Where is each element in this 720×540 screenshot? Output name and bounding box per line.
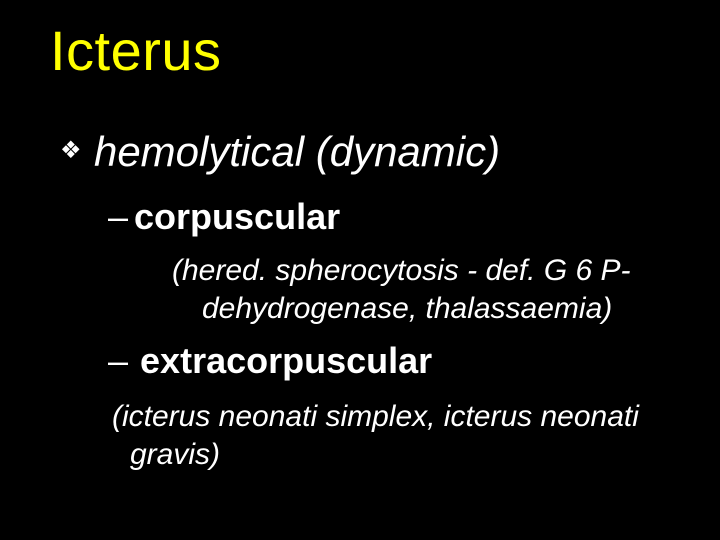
dash-icon: – xyxy=(108,340,128,381)
bullet-level2-corpuscular: –corpuscular xyxy=(108,196,340,238)
paren-a-line1: (hered. spherocytosis - def. G 6 P- xyxy=(172,254,631,287)
slide: Icterus ❖ hemolytical (dynamic) –corpusc… xyxy=(0,0,720,540)
paren-extracorpuscular: (icterus neonati simplex, icterus neonat… xyxy=(112,398,672,473)
level1-text: hemolytical (dynamic) xyxy=(94,128,500,175)
dash-icon: – xyxy=(108,196,128,237)
bullet-level2-extracorpuscular: –extracorpuscular xyxy=(108,340,432,382)
level2a-label: corpuscular xyxy=(134,196,340,237)
paren-b-line1: (icterus neonati simplex, icterus neonat… xyxy=(112,400,639,433)
paren-corpuscular: (hered. spherocytosis - def. G 6 P- dehy… xyxy=(172,252,662,327)
level2b-label: extracorpuscular xyxy=(140,340,432,381)
paren-a-line2: dehydrogenase, thalassaemia) xyxy=(172,290,662,328)
paren-b-line2: gravis) xyxy=(112,436,672,474)
bullet-level1: ❖ hemolytical (dynamic) xyxy=(60,128,500,176)
diamond-bullet-icon: ❖ xyxy=(60,136,82,165)
slide-title: Icterus xyxy=(50,18,222,83)
